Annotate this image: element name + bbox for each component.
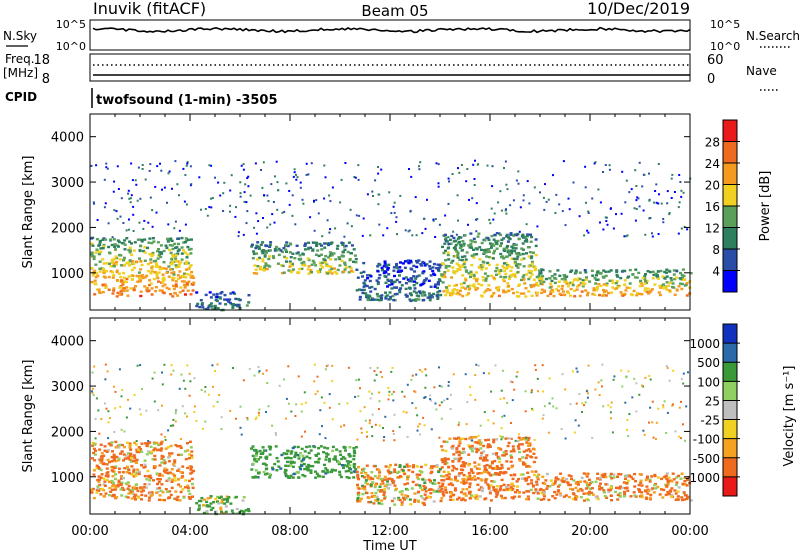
power-ylabel: Slant Range [km]: [21, 156, 36, 269]
cpid-label: CPID: [5, 90, 37, 104]
colorbar-segment: [723, 419, 737, 440]
noise-right-tick-top: 10^5: [710, 18, 740, 31]
colorbar-segment: [723, 249, 737, 271]
x-tick-label: 20:00: [571, 524, 608, 539]
freq-label-line2: [MHz]: [3, 66, 38, 80]
colorbar-tick-label: 500: [697, 356, 720, 370]
station-title: Inuvik (fitACF): [93, 0, 206, 18]
x-tick-label: 00:00: [71, 524, 108, 539]
y-tick-label: 1000: [51, 267, 84, 282]
velocity-axis: 4000 3000 2000 1000: [51, 318, 691, 514]
colorbar-tick-label: 8: [712, 243, 720, 257]
colorbar-segment: [723, 184, 737, 207]
echo-scatter: [90, 159, 692, 239]
colorbar-segment: [723, 227, 737, 250]
velocity-colorbar-label: Velocity [m s⁻¹]: [782, 366, 797, 467]
colorbar-segment: [723, 324, 737, 344]
colorbar-tick-label: 25: [705, 394, 720, 408]
x-tick-label: 00:00: [671, 524, 708, 539]
echo-region: [440, 436, 538, 502]
x-tick-label: 12:00: [371, 524, 408, 539]
echo-region: [535, 472, 693, 502]
noise-left-tick-top: 10^5: [56, 18, 86, 31]
nave-label: Nave: [746, 64, 777, 78]
colorbar-tick-label: -100: [693, 433, 720, 447]
power-colorbar: 28 24 20 16 12 8 4: [705, 119, 740, 293]
colorbar-tick-label: 28: [705, 136, 720, 150]
freq-left-tick-bottom: 8: [42, 72, 50, 87]
echo-scatter: [90, 363, 689, 442]
freq-right-tick-top: 60: [707, 53, 724, 68]
colorbar-tick-label: 24: [705, 157, 720, 171]
colorbar-tick-label: 16: [705, 200, 720, 214]
velocity-data-layer: [90, 363, 693, 516]
freq-left-tick-top: 18: [33, 53, 50, 68]
beam-label: Beam 05: [361, 2, 428, 20]
noise-left-tick-bottom: 10^0: [56, 40, 86, 53]
power-data-layer: [90, 159, 693, 312]
y-tick-label: 3000: [51, 176, 84, 191]
freq-panel-frame: [89, 53, 691, 82]
power-colorbar-label: Power [dB]: [758, 171, 773, 242]
echo-region: [90, 440, 196, 502]
colorbar-tick-label: -25: [700, 414, 720, 428]
colorbar-tick-label: -500: [693, 452, 720, 466]
echo-region: [90, 236, 196, 298]
echo-region: [535, 268, 693, 298]
colorbar-tick-label: 20: [705, 179, 720, 193]
cpid-program-label: twofsound (1-min) -3505: [96, 93, 278, 108]
x-tick-label: 04:00: [171, 524, 208, 539]
date-label: 10/Dec/2019: [587, 0, 690, 18]
velocity-ylabel: Slant Range [km]: [21, 360, 36, 473]
colorbar-segment: [723, 120, 737, 142]
echo-region: [440, 232, 538, 298]
freq-label-line1: Freq.: [5, 52, 35, 66]
echo-region: [250, 241, 358, 275]
power-axis: 4000 3000 2000 1000: [51, 114, 691, 310]
noise-right-tick-bottom: 10^0: [710, 40, 740, 53]
y-tick-label: 4000: [51, 335, 84, 350]
noise-sky-trace: [92, 26, 691, 34]
colorbar-segment: [723, 381, 737, 401]
velocity-colorbar: 1000 500 100 25 -25 -100 -500 -1000: [685, 323, 740, 497]
freq-right-tick-bottom: 0: [707, 72, 715, 87]
noise-search-label: N.Search: [746, 29, 800, 43]
x-tick-label: 08:00: [271, 524, 308, 539]
colorbar-tick-label: 100: [697, 375, 720, 389]
colorbar-segment: [723, 400, 737, 421]
x-tick-label: 16:00: [471, 524, 508, 539]
colorbar-segment: [723, 343, 737, 363]
colorbar-tick-label: -1000: [685, 471, 720, 485]
colorbar-segment: [723, 141, 737, 164]
colorbar-segment: [723, 163, 737, 185]
colorbar-segment: [723, 438, 737, 459]
noise-sky-label: N.Sky: [3, 29, 37, 43]
colorbar-tick-label: 4: [712, 265, 720, 279]
y-tick-label: 2000: [51, 425, 84, 440]
colorbar-segment: [723, 457, 737, 478]
colorbar-segment: [723, 476, 737, 497]
noise-panel-frame: [89, 19, 691, 51]
colorbar-frame: [722, 323, 738, 497]
time-axis: 00:00 04:00 08:00 12:00 16:00 20:00 00:00: [71, 524, 708, 539]
y-tick-label: 4000: [51, 131, 84, 146]
colorbar-segment: [723, 206, 737, 228]
time-axis-label: Time UT: [362, 539, 416, 554]
y-tick-label: 2000: [51, 221, 84, 236]
echo-region: [195, 495, 251, 516]
y-tick-label: 3000: [51, 380, 84, 395]
echo-region: [355, 259, 443, 303]
echo-region: [195, 291, 251, 312]
colorbar-segment: [723, 270, 737, 293]
colorbar-segment: [723, 362, 737, 382]
colorbar-tick-label: 1000: [689, 337, 720, 351]
echo-region: [355, 463, 443, 506]
echo-region: [250, 445, 358, 480]
y-tick-label: 1000: [51, 471, 84, 486]
colorbar-tick-label: 12: [705, 222, 720, 236]
